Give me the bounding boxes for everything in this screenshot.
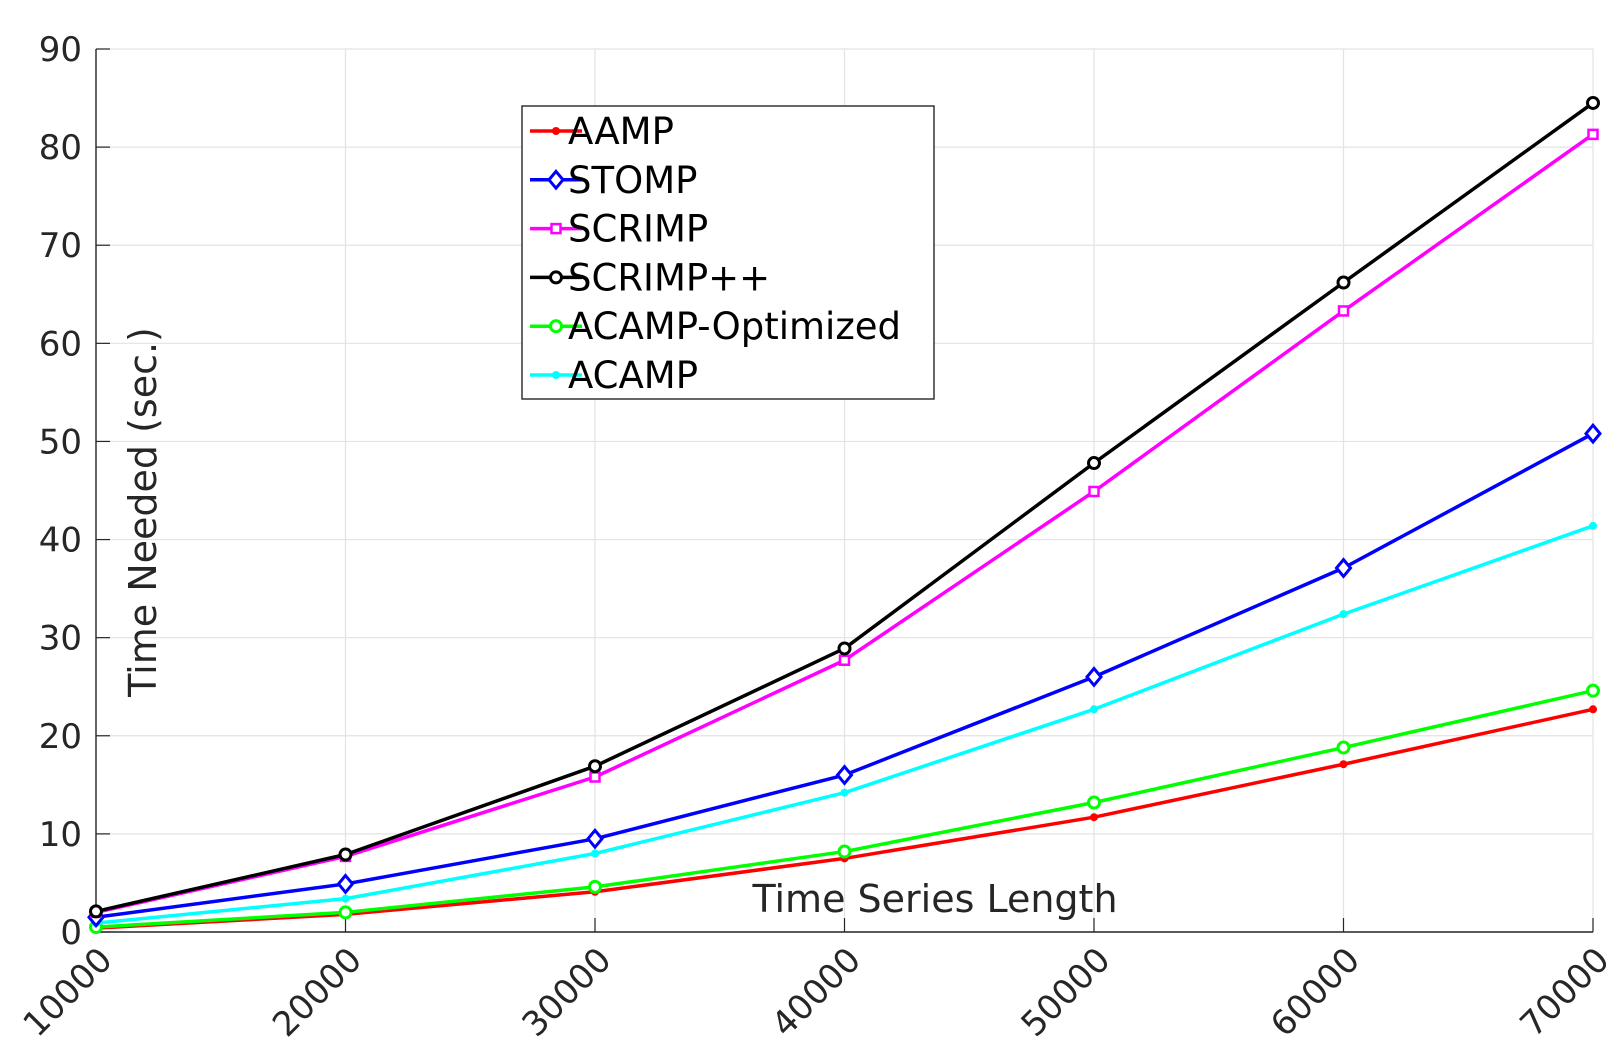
series-scrimpplusplus: [89, 95, 1600, 919]
legend: AAMP STOMP SCRIMP SCRIMP++ ACAMP-Optimized AC…: [521, 105, 935, 400]
y-tick-label: 30: [39, 619, 82, 659]
legend-label: SCRIMP: [568, 208, 708, 251]
data-point-acamp-optimized: [837, 844, 852, 859]
data-point-scrimpplusplus: [837, 641, 852, 656]
legend-marker: [547, 169, 565, 191]
legend-item-scrimpplusplus: SCRIMP++: [530, 256, 770, 299]
data-point-acamp-optimized: [588, 879, 602, 894]
legend-item-aamp: AAMP: [530, 110, 674, 153]
y-tick-label: 90: [39, 30, 82, 70]
series-acamp: [92, 521, 1597, 928]
y-tick-label: 20: [39, 717, 82, 757]
data-point-stomp: [586, 828, 604, 850]
legend-item-stomp: STOMP: [530, 159, 697, 202]
y-tick-label: 50: [39, 422, 82, 462]
legend-label: ACAMP: [568, 354, 698, 397]
legend-label: ACAMP-Optimized: [568, 305, 901, 348]
data-point-acamp-optimized: [338, 905, 353, 920]
data-point-acamp: [1339, 610, 1348, 619]
legend-box: [521, 105, 935, 400]
data-point-acamp: [1090, 705, 1098, 714]
data-point-scrimp: [1337, 305, 1350, 317]
data-point-acamp: [591, 849, 599, 858]
data-point-acamp-optimized: [1336, 740, 1351, 755]
series-group: [87, 95, 1602, 935]
data-point-scrimp: [1587, 128, 1599, 141]
data-point-acamp: [840, 788, 849, 797]
data-point-acamp-optimized: [1586, 683, 1600, 698]
legend-marker: [549, 319, 563, 334]
legend-marker: [552, 127, 560, 135]
data-point-scrimpplusplus: [588, 759, 602, 774]
legend-item-acamp: ACAMP: [530, 354, 698, 397]
legend-marker: [550, 222, 562, 235]
y-tick-labels: 0 10 20 30 40 50 60 70 80 90: [39, 30, 82, 953]
legend-item-acamp-optimized: ACAMP-Optimized: [530, 305, 901, 348]
data-point-aamp: [1090, 813, 1098, 822]
data-point-aamp: [1339, 760, 1348, 769]
data-point-scrimp: [589, 771, 601, 783]
axes: [95, 48, 1594, 933]
data-point-scrimpplusplus: [1586, 95, 1600, 110]
y-axis-label: Time Needed (sec.): [121, 327, 165, 698]
data-point-scrimpplusplus: [1336, 275, 1351, 290]
data-point-acamp: [1589, 521, 1597, 530]
data-point-scrimpplusplus: [338, 847, 353, 862]
data-point-stomp: [835, 764, 854, 786]
data-point-stomp: [336, 873, 355, 895]
y-tick-label: 70: [39, 226, 82, 266]
legend-label: STOMP: [568, 159, 697, 202]
data-point-scrimp: [838, 654, 851, 666]
data-point-acamp: [341, 894, 350, 903]
legend-label: SCRIMP++: [568, 256, 770, 299]
y-tick-label: 60: [39, 324, 82, 364]
legend-label: AAMP: [568, 110, 674, 153]
y-tick-label: 80: [39, 128, 82, 168]
y-tick-label: 40: [39, 521, 82, 561]
data-point-scrimp: [1088, 485, 1100, 498]
legend-marker: [552, 371, 560, 379]
y-tick-label: 10: [39, 815, 82, 855]
data-point-scrimpplusplus: [1087, 456, 1101, 471]
data-point-scrimpplusplus: [89, 904, 103, 919]
data-point-aamp: [1589, 705, 1597, 714]
data-point-stomp: [1584, 422, 1602, 445]
legend-item-scrimp: SCRIMP: [530, 208, 708, 251]
legend-marker: [549, 270, 563, 285]
x-axis-label: Time Series Length: [751, 877, 1117, 921]
data-point-stomp: [1334, 557, 1353, 579]
data-point-stomp: [1085, 666, 1103, 688]
y-tick-label: 0: [60, 913, 82, 953]
data-point-acamp-optimized: [1087, 795, 1101, 810]
